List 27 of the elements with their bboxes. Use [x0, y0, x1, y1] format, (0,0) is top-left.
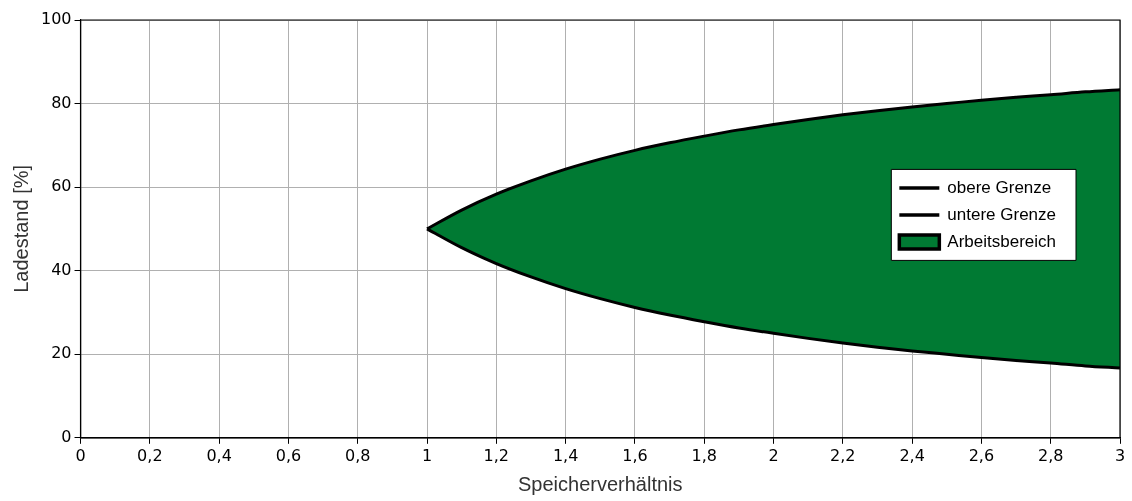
y-tick-label: 80 — [51, 92, 72, 112]
x-tick-label: 1,6 — [622, 445, 648, 465]
x-tick-label: 1,2 — [483, 445, 510, 465]
legend-label: obere Grenze — [947, 177, 1052, 197]
y-tick-label: 20 — [51, 343, 72, 363]
x-tick-label: 1,4 — [552, 445, 579, 465]
x-tick-label: 0,8 — [345, 445, 371, 465]
y-axis-title: Ladestand [%] — [9, 164, 32, 293]
legend-label: untere Grenze — [947, 204, 1057, 224]
y-tick-label: 40 — [51, 259, 72, 279]
x-tick-label: 2,8 — [1037, 445, 1064, 465]
y-tick-label: 60 — [51, 176, 72, 196]
y-tick-label: 0 — [61, 426, 72, 446]
x-tick-label: 0,4 — [206, 445, 232, 465]
x-tick-label: 1 — [421, 445, 433, 465]
y-tick-label: 100 — [40, 9, 72, 29]
x-tick-label: 0,6 — [275, 445, 302, 465]
x-tick-label: 3 — [1114, 445, 1126, 465]
x-tick-label: 2 — [768, 445, 779, 465]
x-axis-title: Speicherverhältnis — [518, 472, 683, 495]
x-tick-label: 2,4 — [899, 445, 925, 465]
x-tick-label: 0 — [75, 445, 86, 465]
legend-label: Arbeitsbereich — [947, 231, 1056, 251]
x-tick-label: 0,2 — [137, 445, 163, 465]
x-tick-label: 1,8 — [691, 445, 717, 465]
x-tick-label: 2,2 — [830, 445, 856, 465]
x-tick-label: 2,6 — [968, 445, 995, 465]
